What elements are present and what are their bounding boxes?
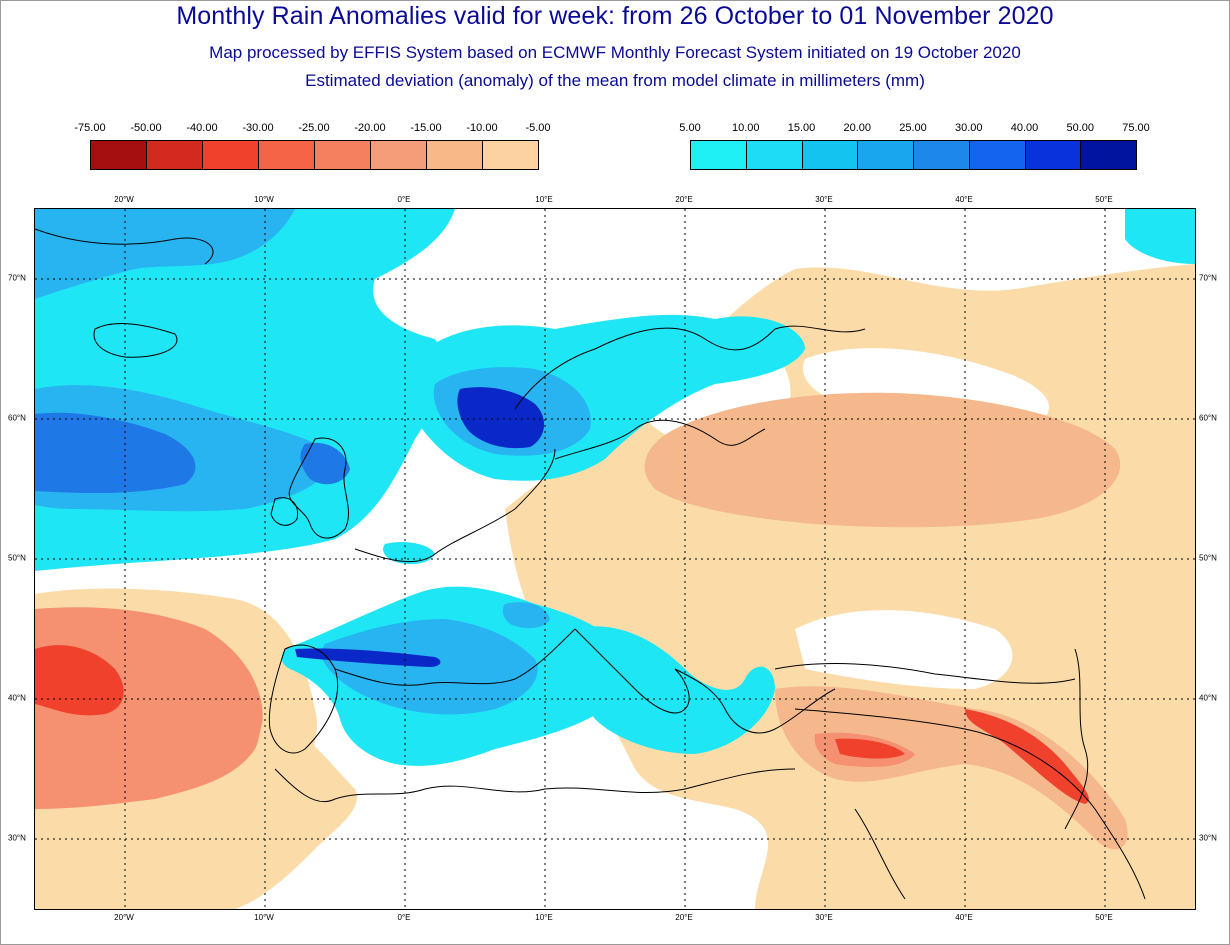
- latitude-tick-left: 60°N: [8, 413, 26, 423]
- longitude-tick-bottom: 10°E: [535, 913, 553, 922]
- legend-swatch: [1025, 141, 1082, 169]
- latitude-tick-right: 70°N: [1199, 273, 1217, 283]
- legend-swatch: [969, 141, 1026, 169]
- legend-label: -30.00: [242, 122, 274, 134]
- legend-label: -15.00: [410, 122, 442, 134]
- longitude-tick-top: 20°W: [114, 195, 134, 204]
- coastlines: [35, 228, 1146, 900]
- map-subtitle-units: Estimated deviation (anomaly) of the mea…: [305, 71, 925, 90]
- legend-label: -5.00: [525, 122, 551, 134]
- legend-label: 40.00: [1010, 122, 1039, 134]
- legend-swatch: [315, 141, 371, 169]
- dry-anomaly-north-africa: [185, 709, 357, 909]
- longitude-tick-bottom: 40°E: [955, 913, 973, 922]
- dry-anomaly-anatolia-peak: [835, 738, 905, 759]
- wet-anomaly-barents: [1125, 209, 1195, 264]
- legend-swatch: [203, 141, 259, 169]
- latitude-tick-right: 50°N: [1199, 553, 1217, 563]
- longitude-tick-bottom: 20°W: [114, 913, 134, 922]
- legend-swatch: [1081, 141, 1136, 169]
- legend-label: 10.00: [731, 122, 760, 134]
- legend-label: -50.00: [130, 122, 162, 134]
- wet-anomaly-north-sea-core: [457, 387, 545, 449]
- dry-anomaly-zagros: [965, 709, 1089, 804]
- longitude-tick-bottom: 10°W: [254, 913, 274, 922]
- legend-swatch: [746, 141, 803, 169]
- latitude-tick-left: 30°N: [8, 833, 26, 843]
- legend-swatch: [691, 141, 747, 169]
- legend-label: 30.00: [954, 122, 983, 134]
- legend-label: 5.00: [679, 122, 701, 134]
- legend-positive-labels: 5.00 10.00 15.00 20.00 25.00 30.00 40.00 50.00 7…: [679, 120, 1149, 140]
- legend-label: 20.00: [843, 122, 872, 134]
- legend-positive-anomalies: 5.00 10.00 15.00 20.00 25.00 30.00 40.00 50.00 7…: [679, 120, 1150, 170]
- wet-anomaly-scotland: [300, 442, 350, 485]
- longitude-tick-bottom: 20°E: [675, 913, 693, 922]
- latitude-tick-left: 50°N: [8, 553, 26, 563]
- legend-label: -40.00: [186, 122, 218, 134]
- legend-label: 50.00: [1066, 122, 1095, 134]
- legend-label: -20.00: [354, 122, 386, 134]
- wet-anomaly-ne-atlantic-core: [35, 412, 196, 494]
- legend-label: -75.00: [74, 122, 106, 134]
- legend-label: 25.00: [899, 122, 927, 134]
- legend-label: -10.00: [466, 122, 498, 134]
- legend-label: 75.00: [1122, 122, 1150, 134]
- legend-swatch: [259, 141, 315, 169]
- legend-label: -25.00: [298, 122, 330, 134]
- longitude-tick-top: 10°E: [535, 195, 553, 204]
- wet-anomaly-alps: [502, 602, 550, 629]
- latitude-tick-right: 40°N: [1199, 693, 1217, 703]
- legend-swatch: [371, 141, 427, 169]
- longitude-tick-top: 30°E: [815, 195, 833, 204]
- legend-swatch: [427, 141, 483, 169]
- legend-swatch: [147, 141, 203, 169]
- legend-swatch: [483, 141, 538, 169]
- anomaly-map-svg: [35, 209, 1195, 909]
- latitude-tick-right: 30°N: [1199, 833, 1217, 843]
- map-title: Monthly Rain Anomalies valid for week: f…: [176, 2, 1054, 30]
- longitude-tick-bottom: 0°E: [397, 913, 411, 922]
- latitude-tick-left: 40°N: [8, 693, 26, 703]
- map-subtitle-processing: Map processed by EFFIS System based on E…: [209, 43, 1021, 62]
- wet-anomaly-iceland: [35, 209, 295, 299]
- longitude-tick-top: 40°E: [955, 195, 973, 204]
- dry-anomaly-atlantic-core: [35, 645, 124, 716]
- graticule: [35, 209, 1195, 909]
- dry-anomaly-russia-core: [644, 392, 1121, 528]
- legend-swatch: [914, 141, 970, 169]
- wet-anomaly-central-med: [573, 626, 775, 754]
- longitude-tick-top: 50°E: [1095, 195, 1113, 204]
- anomaly-map: [34, 208, 1196, 910]
- longitude-tick-bottom: 50°E: [1095, 913, 1113, 922]
- legend-positive-swatches: [690, 140, 1137, 170]
- legend-label: 15.00: [787, 122, 816, 134]
- wet-anomaly-bay-of-biscay: [383, 542, 435, 565]
- legend-negative-labels: -75.00 -50.00 -40.00 -30.00 -25.00 -20.00 -15.…: [74, 120, 550, 140]
- longitude-tick-bottom: 30°E: [815, 913, 833, 922]
- latitude-tick-left: 70°N: [8, 273, 26, 283]
- neutral-area-black-sea: [795, 610, 1013, 689]
- legend-negative-swatches: [90, 140, 539, 170]
- longitude-tick-top: 0°E: [397, 195, 411, 204]
- legend-swatch: [802, 141, 859, 169]
- latitude-tick-right: 60°N: [1199, 413, 1217, 423]
- legend-swatch: [91, 141, 147, 169]
- longitude-tick-top: 10°W: [254, 195, 274, 204]
- wet-anomaly-pyrenees-band: [295, 648, 441, 667]
- legend-swatch: [858, 141, 914, 169]
- dry-anomaly-anatolia: [775, 686, 1128, 850]
- longitude-tick-top: 20°E: [675, 195, 693, 204]
- legend-negative-anomalies: -75.00 -50.00 -40.00 -30.00 -25.00 -20.00 -15.…: [74, 120, 551, 170]
